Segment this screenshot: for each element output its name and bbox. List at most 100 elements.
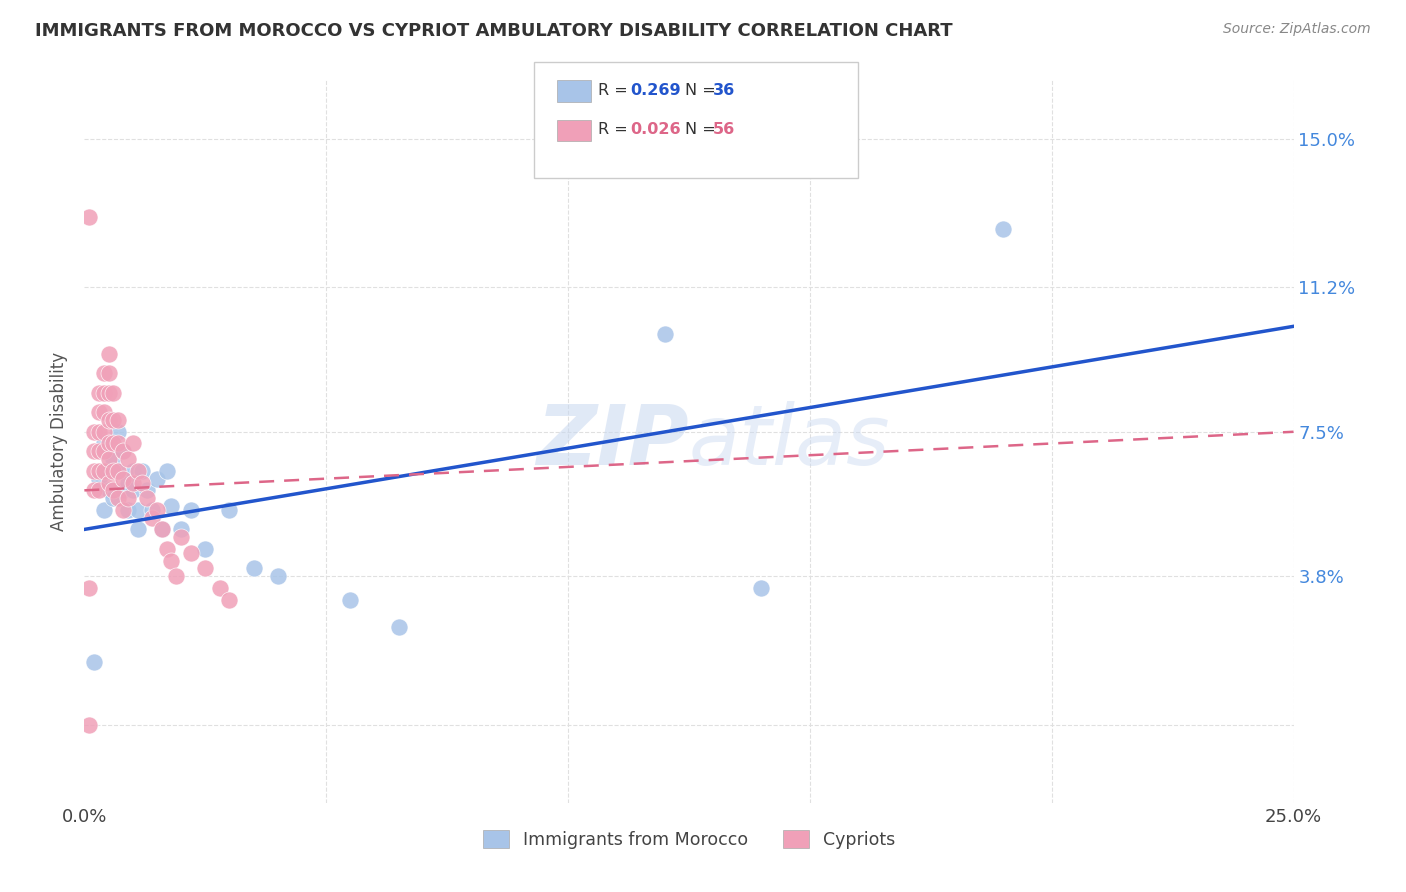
Point [97,436,120,450]
Point [107,436,129,450]
Point [112,503,135,517]
Point [136,491,159,505]
Point [103,491,125,505]
Point [87,444,110,458]
Point [180,546,202,560]
Legend: Immigrants from Morocco, Cypriots: Immigrants from Morocco, Cypriots [477,823,901,855]
Point [121,436,143,450]
Text: R =: R = [598,122,633,136]
Point [388,620,411,634]
Point [87,483,110,498]
Point [93,405,115,419]
Point [117,503,139,517]
Point [97,483,120,498]
Point [87,385,110,400]
Point [160,499,183,513]
Point [83,425,105,439]
Text: 36: 36 [713,83,735,97]
Text: 56: 56 [713,122,735,136]
Point [107,425,129,439]
Point [117,475,139,490]
Text: IMMIGRANTS FROM MOROCCO VS CYPRIOT AMBULATORY DISABILITY CORRELATION CHART: IMMIGRANTS FROM MOROCCO VS CYPRIOT AMBUL… [35,22,953,40]
Point [97,366,120,380]
Point [103,413,125,427]
Point [93,436,115,450]
Point [170,523,193,537]
Point [77,581,100,595]
Point [117,491,139,505]
Point [87,464,110,478]
Point [93,366,115,380]
Point [121,483,143,498]
Point [112,444,135,458]
Text: Source: ZipAtlas.com: Source: ZipAtlas.com [1223,22,1371,37]
Text: ZIP: ZIP [536,401,689,482]
Point [93,385,115,400]
Point [93,444,115,458]
Point [242,561,264,575]
Point [77,210,100,224]
Point [83,464,105,478]
Point [112,483,135,498]
Point [97,346,120,360]
Point [87,405,110,419]
Point [103,464,125,478]
Point [103,483,125,498]
Text: 0.269: 0.269 [630,83,681,97]
Point [107,491,129,505]
Text: 0.026: 0.026 [630,122,681,136]
Point [107,464,129,478]
Point [127,464,149,478]
Point [751,581,773,595]
Point [103,436,125,450]
Point [194,561,217,575]
Point [654,327,676,342]
Point [112,444,135,458]
Point [107,413,129,427]
Point [339,592,361,607]
Y-axis label: Ambulatory Disability: Ambulatory Disability [51,352,69,531]
Point [83,483,105,498]
Point [107,464,129,478]
Text: atlas: atlas [689,401,890,482]
Point [127,523,149,537]
Point [160,554,183,568]
Text: N =: N = [685,122,721,136]
Point [97,475,120,490]
Point [155,464,177,478]
Point [194,541,217,556]
Point [218,503,240,517]
Text: N =: N = [685,83,721,97]
Point [121,475,143,490]
Point [112,472,135,486]
Point [87,472,110,486]
Point [121,464,143,478]
Point [87,425,110,439]
Point [165,569,187,583]
Point [136,483,159,498]
Point [77,717,100,731]
Point [131,475,153,490]
Point [150,523,173,537]
Point [97,464,120,478]
Point [218,592,240,607]
Point [93,503,115,517]
Point [208,581,231,595]
Point [170,530,193,544]
Point [97,452,120,467]
Point [141,510,163,524]
Point [97,385,120,400]
Point [146,503,169,517]
Point [83,655,105,669]
Point [993,221,1015,235]
Point [103,452,125,467]
Point [155,541,177,556]
Point [131,464,153,478]
Point [267,569,290,583]
Point [141,503,163,517]
Point [93,425,115,439]
Point [150,523,173,537]
Point [103,385,125,400]
Point [146,472,169,486]
Point [117,452,139,467]
